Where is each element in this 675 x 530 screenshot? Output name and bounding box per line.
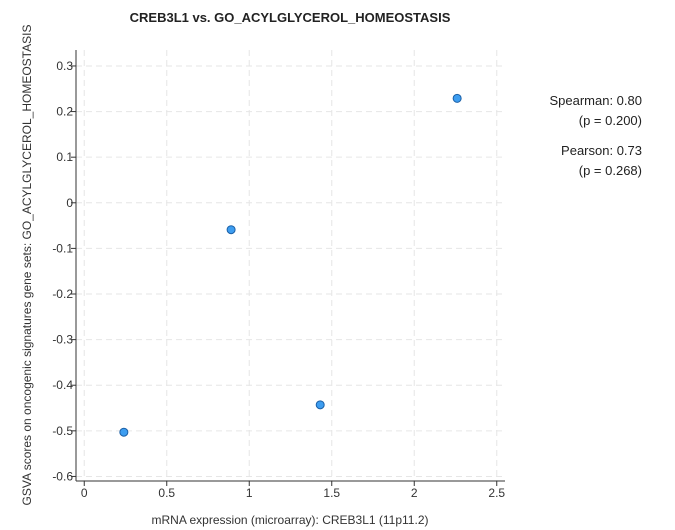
- y-tick-label: -0.5: [52, 424, 73, 438]
- y-tick-label: 0.3: [56, 59, 73, 73]
- axes: [75, 50, 505, 482]
- scatter-point: [226, 225, 236, 235]
- y-tick-label: -0.6: [52, 469, 73, 483]
- spearman-value: Spearman: 0.80: [549, 93, 642, 108]
- correlation-stats: Spearman: 0.80 (p = 0.200) Pearson: 0.73…: [549, 93, 642, 178]
- y-tick-label: -0.2: [52, 287, 73, 301]
- y-axis-label: GSVA scores on oncogenic signatures gene…: [20, 25, 34, 506]
- ticks: 0 0.5 1 1.5 2 2.5 0.3 0.2 0.1 0 -0.1 -0.2 -0.3 -0.4 -0…: [52, 59, 505, 500]
- x-axis-label: mRNA expression (microarray): CREB3L1 (1…: [152, 513, 429, 527]
- scatter-point: [119, 427, 129, 437]
- data-points: [119, 93, 462, 437]
- y-tick-label: 0.2: [56, 105, 73, 119]
- pearson-p-value: (p = 0.268): [579, 163, 642, 178]
- x-tick-label: 2.5: [488, 486, 505, 500]
- y-tick-label: -0.1: [52, 241, 73, 255]
- pearson-value: Pearson: 0.73: [561, 143, 642, 158]
- spearman-p-value: (p = 0.200): [579, 113, 642, 128]
- x-tick-label: 0.5: [158, 486, 175, 500]
- y-tick-label: -0.3: [52, 333, 73, 347]
- scatter-point: [315, 400, 325, 410]
- x-tick-label: 2: [411, 486, 418, 500]
- y-tick-label: 0.1: [56, 150, 73, 164]
- scatter-point: [452, 93, 462, 103]
- x-tick-label: 0: [81, 486, 88, 500]
- chart-title: CREB3L1 vs. GO_ACYLGLYCEROL_HOMEOSTASIS: [130, 10, 451, 25]
- x-tick-label: 1.5: [323, 486, 340, 500]
- y-tick-label: -0.4: [52, 378, 73, 392]
- grid: [76, 50, 505, 481]
- y-tick-label: 0: [66, 196, 73, 210]
- x-tick-label: 1: [246, 486, 253, 500]
